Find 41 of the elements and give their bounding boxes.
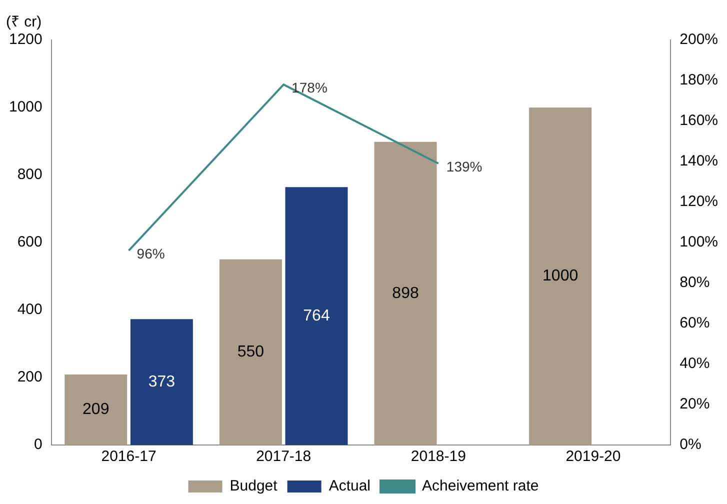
y2-tick-label: 100% bbox=[680, 234, 718, 251]
data-label: 550 bbox=[237, 344, 264, 361]
data-label: 96% bbox=[136, 245, 165, 262]
y2-tick-label: 160% bbox=[680, 112, 718, 130]
y2-tick-label: 20% bbox=[680, 396, 710, 413]
legend-label: Budget bbox=[230, 478, 278, 495]
y2-tick-label: 200% bbox=[680, 31, 718, 48]
x-tick-label: 2018-19 bbox=[410, 448, 466, 466]
y-tick-label: 1000 bbox=[8, 98, 42, 116]
bar bbox=[285, 187, 348, 445]
data-label: 373 bbox=[148, 373, 176, 390]
y2-tick-label: 60% bbox=[680, 314, 710, 332]
bar bbox=[64, 374, 128, 445]
y2-tick-label: 0% bbox=[680, 436, 702, 454]
data-label: 1000 bbox=[542, 268, 578, 285]
y-tick-label: 600 bbox=[17, 234, 42, 251]
y-axis-title: (₹ cr) bbox=[6, 14, 42, 31]
bar bbox=[374, 142, 437, 445]
y2-tick-label: 180% bbox=[680, 72, 718, 89]
y-tick-label: 0 bbox=[34, 436, 42, 454]
x-tick-label: 2016-17 bbox=[101, 448, 156, 466]
y2-tick-label: 140% bbox=[680, 152, 718, 170]
data-label: 139% bbox=[446, 158, 482, 174]
legend-label: Actual bbox=[328, 478, 371, 495]
y2-tick-label: 40% bbox=[680, 355, 710, 372]
data-label: 178% bbox=[292, 79, 328, 96]
data-label: 764 bbox=[303, 307, 330, 324]
y2-tick-label: 120% bbox=[680, 193, 718, 210]
x-tick-label: 2017-18 bbox=[256, 448, 312, 466]
y-tick-label: 400 bbox=[17, 301, 42, 318]
bar bbox=[529, 108, 592, 445]
legend-label: Acheivement rate bbox=[422, 478, 539, 495]
y-tick-label: 200 bbox=[17, 368, 42, 386]
data-label: 209 bbox=[82, 401, 110, 418]
bar bbox=[130, 319, 193, 445]
y2-tick-label: 80% bbox=[680, 274, 710, 292]
y-tick-label: 800 bbox=[17, 166, 42, 184]
data-label: 898 bbox=[392, 284, 419, 302]
y-tick-label: 1200 bbox=[8, 31, 42, 48]
x-tick-label: 2019-20 bbox=[566, 448, 621, 466]
bar bbox=[219, 259, 282, 445]
